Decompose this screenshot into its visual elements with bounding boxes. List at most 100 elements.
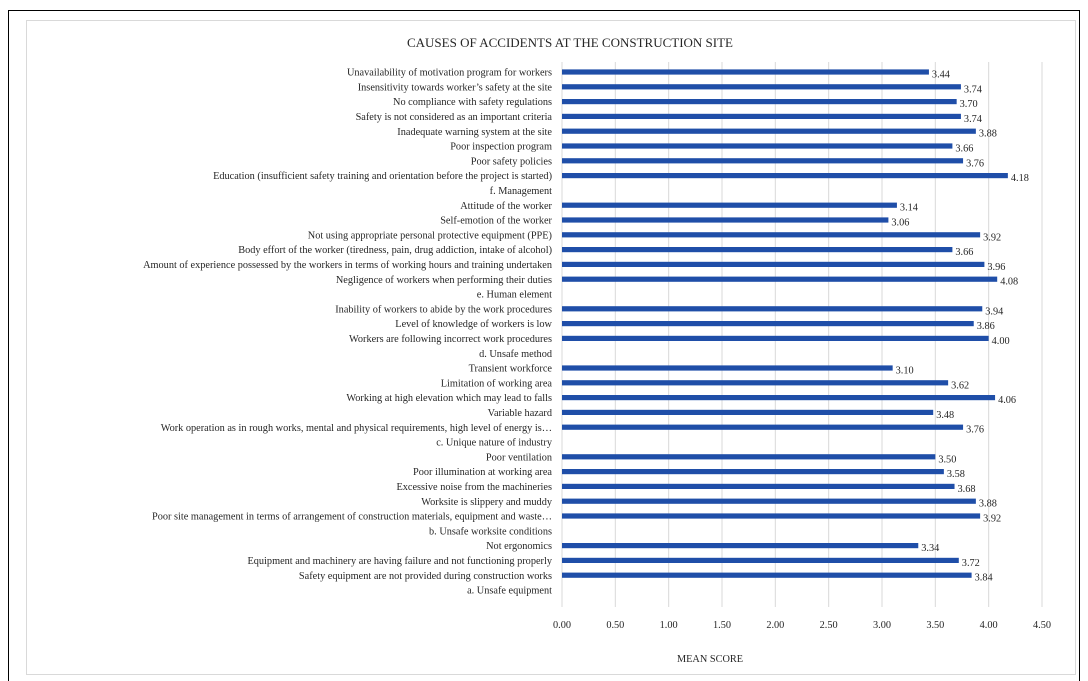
data-label: 3.58 — [947, 469, 965, 480]
bar — [562, 498, 976, 504]
bar — [562, 424, 964, 430]
category-label: Workers are following incorrect work pro… — [349, 334, 552, 345]
bar — [562, 84, 961, 90]
category-label: Poor ventilation — [486, 452, 552, 463]
category-label: Unavailability of motivation program for… — [347, 68, 552, 79]
bar — [562, 113, 961, 119]
data-label: 3.34 — [921, 543, 939, 554]
data-label: 3.76 — [966, 425, 984, 436]
data-label: 3.74 — [964, 84, 982, 95]
bar — [562, 409, 934, 415]
category-label: c. Unique nature of industry — [436, 438, 553, 449]
bar — [562, 572, 972, 578]
bars — [562, 69, 1008, 578]
data-label: 3.14 — [900, 203, 918, 214]
category-label: Not using appropriate personal protectiv… — [308, 230, 552, 241]
bar — [562, 247, 953, 253]
category-label: Not ergonomics — [486, 541, 552, 552]
category-labels: Unavailability of motivation program for… — [143, 68, 553, 597]
data-label: 3.10 — [896, 366, 914, 377]
bar — [562, 321, 974, 327]
data-label: 3.62 — [951, 380, 969, 391]
category-label: Poor inspection program — [450, 142, 552, 153]
data-label: 3.94 — [985, 306, 1003, 317]
x-tick-label: 1.50 — [713, 620, 731, 631]
data-label: 3.92 — [983, 232, 1001, 243]
category-label: Excessive noise from the machineries — [396, 482, 552, 493]
bar — [562, 513, 981, 519]
bar — [562, 158, 964, 164]
bar — [562, 543, 919, 549]
data-label: 4.06 — [998, 395, 1016, 406]
category-label: Attitude of the worker — [460, 201, 552, 212]
bar — [562, 365, 893, 371]
category-label: Transient workforce — [469, 364, 553, 375]
bar — [562, 128, 976, 134]
x-tick-label: 4.00 — [980, 620, 998, 631]
bar — [562, 335, 989, 341]
chart-area — [26, 20, 1076, 675]
category-label: Poor site management in terms of arrange… — [152, 512, 552, 523]
category-label: Inadequate warning system at the site — [397, 127, 552, 138]
category-label: e. Human element — [477, 290, 552, 301]
data-label: 3.76 — [966, 158, 984, 169]
data-label: 3.48 — [936, 410, 954, 421]
bar — [562, 69, 929, 75]
x-tick-label: 2.00 — [766, 620, 784, 631]
data-label: 3.84 — [975, 573, 993, 584]
data-label: 3.86 — [977, 321, 995, 332]
data-label: 3.44 — [932, 70, 950, 81]
x-tick-label: 1.00 — [660, 620, 678, 631]
bar — [562, 143, 953, 149]
category-label: Limitation of working area — [441, 378, 553, 389]
data-label: 3.50 — [938, 454, 956, 465]
bar — [562, 306, 983, 312]
category-label: Amount of experience possessed by the wo… — [143, 260, 552, 271]
bar — [562, 261, 985, 267]
bar — [562, 469, 944, 475]
bar — [562, 173, 1008, 179]
bar — [562, 380, 949, 386]
category-label: a. Unsafe equipment — [467, 586, 552, 597]
bar — [562, 202, 897, 208]
bar — [562, 276, 998, 282]
category-label: Negligence of workers when performing th… — [336, 275, 552, 286]
category-label: f. Management — [490, 186, 552, 197]
x-tick-label: 4.50 — [1033, 620, 1051, 631]
data-label: 3.66 — [955, 247, 973, 258]
category-label: Equipment and machinery are having failu… — [247, 556, 552, 567]
category-label: Working at high elevation which may lead… — [346, 393, 552, 404]
data-label: 4.18 — [1011, 173, 1029, 184]
bar — [562, 483, 955, 489]
x-tick-label: 2.50 — [820, 620, 838, 631]
x-tick-label: 0.50 — [606, 620, 624, 631]
category-label: No compliance with safety regulations — [393, 97, 552, 108]
x-tick-labels: 0.00 0.50 1.00 1.50 2.00 2.50 3.00 3.50 4.00 4.50 — [553, 620, 1051, 631]
x-tick-label: 3.00 — [873, 620, 891, 631]
chart-title: CAUSES OF ACCIDENTS AT THE CONSTRUCTION … — [407, 35, 733, 50]
data-label: 3.68 — [958, 484, 976, 495]
data-label: 3.72 — [962, 558, 980, 569]
category-label: Education (insufficient safety training … — [213, 171, 552, 182]
x-tick-label: 3.50 — [926, 620, 944, 631]
category-label: Insensitivity towards worker’s safety at… — [358, 82, 553, 93]
data-label: 3.74 — [964, 114, 982, 125]
bar — [562, 232, 981, 238]
category-label: Safety is not considered as an important… — [356, 112, 553, 123]
bar — [562, 99, 957, 105]
category-label: Body effort of the worker (tiredness, pa… — [238, 245, 552, 256]
x-tick-label: 0.00 — [553, 620, 571, 631]
data-label: 3.66 — [955, 144, 973, 155]
category-label: Work operation as in rough works, mental… — [161, 423, 552, 434]
category-label: Inability of workers to abide by the wor… — [335, 304, 552, 315]
data-label: 3.88 — [979, 499, 997, 510]
data-label: 4.00 — [992, 336, 1010, 347]
category-label: Self-emotion of the worker — [440, 216, 552, 227]
category-label: Safety equipment are not provided during… — [299, 571, 552, 582]
category-label: Worksite is slippery and muddy — [421, 497, 553, 508]
bar — [562, 395, 996, 401]
category-label: Poor safety policies — [471, 156, 552, 167]
category-label: d. Unsafe method — [479, 349, 553, 360]
data-label: 3.06 — [891, 218, 909, 229]
